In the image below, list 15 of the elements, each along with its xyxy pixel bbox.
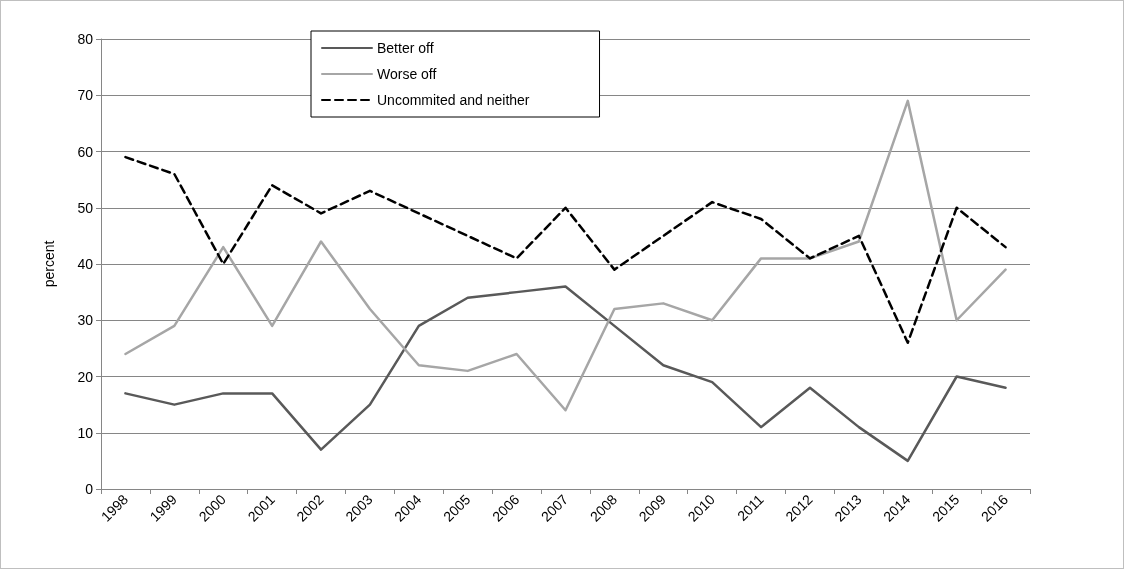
legend-label: Worse off (377, 66, 437, 82)
y-tick-label: 80 (77, 31, 94, 47)
line-series (124, 155, 1007, 344)
y-tick-label: 60 (77, 143, 94, 160)
y-axis-title: percent (41, 240, 57, 288)
y-tick-label: 10 (77, 424, 94, 441)
y-tick-label: 20 (77, 368, 94, 385)
line-series (124, 285, 1007, 463)
legend-label: Uncommited and neither (377, 92, 530, 108)
y-tick-label: 0 (85, 481, 94, 497)
legend-label: Better off (377, 40, 434, 56)
y-tick-label: 40 (77, 256, 94, 272)
y-tick-label: 50 (77, 199, 94, 216)
y-tick-label: 70 (77, 87, 94, 104)
y-tick-label: 30 (77, 312, 94, 329)
